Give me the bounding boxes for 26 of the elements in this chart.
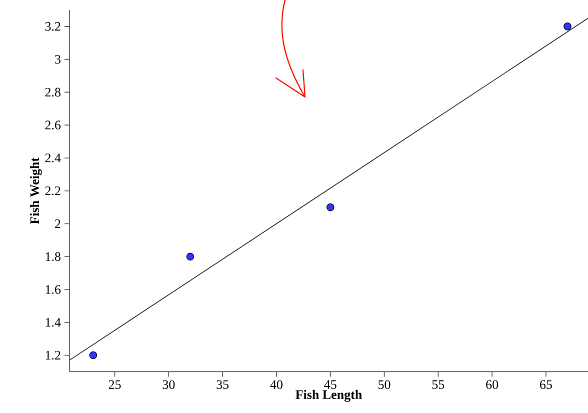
point xyxy=(89,351,98,360)
y-tick-label: 1.4 xyxy=(46,318,61,327)
y-tick-label: 1.6 xyxy=(46,285,61,294)
x-tick-label: 30 xyxy=(162,380,175,390)
x-tick-label: 60 xyxy=(486,380,498,390)
x-tick-label: 55 xyxy=(432,380,444,389)
y-tick-label: 2.6 xyxy=(45,120,61,130)
point xyxy=(186,252,194,261)
y-tick-label: 2.2 xyxy=(45,186,60,196)
x-tick-label: 25 xyxy=(108,380,121,389)
y-tick-label: 1.2 xyxy=(46,350,60,360)
x-axis-title: Fish Length xyxy=(296,390,362,402)
x-tick-label: 50 xyxy=(378,380,390,390)
y-tick-label: 2 xyxy=(55,219,60,228)
x-tick-label: 40 xyxy=(270,380,282,390)
y-tick-label: 2.4 xyxy=(45,154,61,162)
x-tick-label: 65 xyxy=(540,380,552,389)
point xyxy=(564,22,572,30)
y-tick-label: 3 xyxy=(55,54,60,64)
x-tick-label: 45 xyxy=(324,380,336,389)
y-tick-label: 2.8 xyxy=(45,88,60,97)
y-tick-label: 3.2 xyxy=(45,22,60,31)
x-tick-label: 35 xyxy=(216,380,229,389)
y-tick-label: 1.8 xyxy=(46,252,60,262)
point xyxy=(326,203,334,212)
y-axis-title: Fish Weight xyxy=(30,158,42,224)
